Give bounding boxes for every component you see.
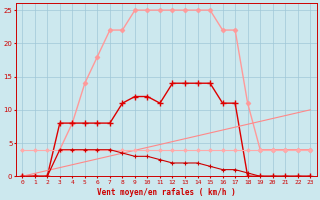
X-axis label: Vent moyen/en rafales ( km/h ): Vent moyen/en rafales ( km/h ) [97, 188, 236, 197]
